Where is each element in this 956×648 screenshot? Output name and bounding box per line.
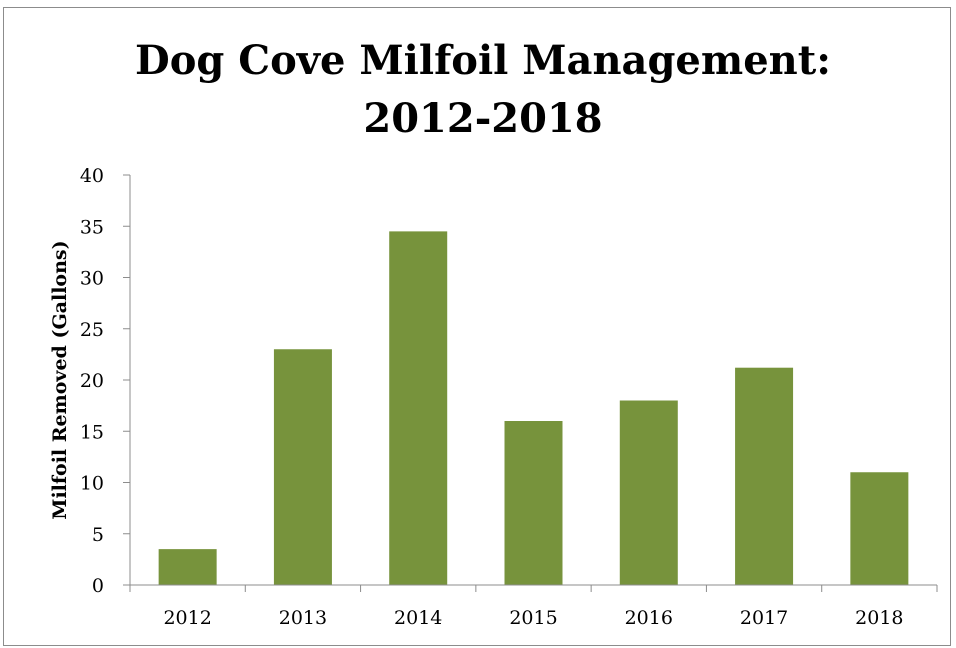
x-tick-label: 2015 — [509, 607, 557, 629]
bar-2013 — [273, 349, 332, 585]
bar-2014 — [389, 231, 448, 585]
x-tick-label: 2013 — [279, 607, 327, 629]
y-axis: 0 5 10 15 20 25 30 35 40 — [80, 165, 131, 597]
x-axis: 2012 2013 2014 2015 2016 2017 2018 — [129, 584, 938, 629]
y-tick-label: 0 — [92, 575, 104, 597]
bar-2016 — [619, 400, 678, 585]
y-tick-label: 35 — [80, 216, 104, 238]
y-tick-label: 20 — [80, 370, 104, 392]
y-tick-label: 40 — [80, 165, 104, 187]
bars-group — [158, 231, 909, 585]
y-tick-label: 30 — [80, 268, 104, 290]
y-tick-label: 5 — [92, 524, 104, 546]
x-tick-label: 2012 — [163, 607, 211, 629]
x-tick-label: 2016 — [625, 607, 673, 629]
bar-2015 — [504, 421, 563, 585]
y-tick-label: 25 — [80, 319, 104, 341]
y-tick-label: 10 — [80, 473, 104, 495]
chart-title-line-1: Dog Cove Milfoil Management: — [135, 37, 831, 84]
bar-2018 — [850, 472, 909, 585]
y-axis-title: Milfoil Removed (Gallons) — [49, 240, 71, 519]
x-tick-label: 2017 — [740, 607, 788, 629]
bar-2012 — [158, 549, 217, 585]
chart-title-line-2: 2012-2018 — [363, 95, 602, 142]
y-tick-label: 15 — [80, 421, 104, 443]
bar-2017 — [735, 367, 794, 585]
x-tick-label: 2018 — [855, 607, 903, 629]
x-tick-label: 2014 — [394, 607, 442, 629]
